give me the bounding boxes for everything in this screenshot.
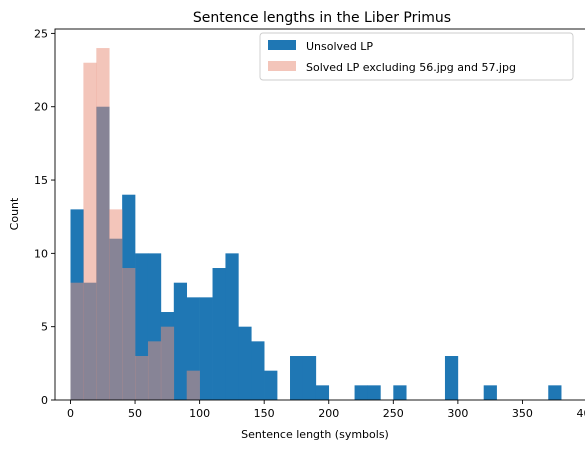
x-tick-label: 300 — [447, 407, 468, 420]
bar-solved-10 — [83, 62, 97, 400]
bar-solved-50 — [135, 356, 149, 400]
chart-title: Sentence lengths in the Liber Primus — [193, 10, 451, 26]
plot-frame — [54, 28, 585, 401]
bar-unsolved-290 — [444, 356, 459, 400]
bar-unsolved-180 — [302, 356, 317, 400]
y-tick-label: 5 — [41, 321, 48, 334]
x-tick-label: 250 — [383, 407, 404, 420]
x-tick-label: 50 — [128, 407, 142, 420]
bar-solved-70 — [160, 326, 175, 400]
y-tick-label: 0 — [41, 394, 48, 407]
bar-unsolved-220 — [354, 385, 368, 400]
bar-solved-0 — [70, 282, 84, 400]
x-tick-label: 150 — [254, 407, 275, 420]
bar-solved-40 — [122, 268, 136, 400]
bar-unsolved-250 — [393, 385, 407, 400]
bar-unsolved-110 — [212, 268, 226, 400]
x-tick-label: 350 — [512, 407, 533, 420]
y-tick-label: 20 — [34, 101, 48, 114]
x-tick-label: 100 — [189, 407, 210, 420]
bar-unsolved-80 — [173, 282, 188, 400]
legend-swatch-unsolved — [268, 40, 296, 50]
bars-layer — [70, 48, 562, 401]
y-tick-label: 15 — [34, 174, 48, 187]
bar-unsolved-190 — [315, 385, 330, 400]
legend: Unsolved LP Solved LP excluding 56.jpg a… — [259, 32, 574, 81]
bar-unsolved-170 — [290, 356, 304, 400]
x-axis-label: Sentence length (symbols) — [241, 428, 389, 441]
legend-label-solved: Solved LP excluding 56.jpg and 57.jpg — [306, 61, 516, 74]
y-tick-label: 10 — [34, 247, 48, 260]
bar-unsolved-140 — [251, 341, 265, 400]
bar-solved-90 — [186, 370, 200, 400]
bar-unsolved-130 — [238, 326, 252, 400]
x-axis-ticks: 0 50 100 150 200 250 300 350 400 — [67, 400, 585, 420]
legend-label-unsolved: Unsolved LP — [306, 40, 373, 53]
y-axis-ticks: 0 5 10 15 20 25 — [34, 27, 55, 407]
y-axis-label: Count — [8, 197, 21, 230]
y-tick-label: 25 — [34, 27, 48, 40]
bar-unsolved-370 — [548, 385, 562, 400]
bar-unsolved-150 — [264, 370, 278, 400]
bar-solved-60 — [147, 341, 162, 400]
x-tick-label: 200 — [318, 407, 339, 420]
bar-unsolved-230 — [367, 385, 381, 400]
x-tick-label: 400 — [577, 407, 585, 420]
bar-unsolved-120 — [225, 253, 239, 400]
bar-unsolved-100 — [199, 297, 213, 400]
x-tick-label: 0 — [67, 407, 74, 420]
bar-solved-20 — [96, 48, 110, 401]
bar-solved-30 — [109, 209, 123, 400]
legend-box — [259, 32, 574, 81]
bar-unsolved-320 — [483, 385, 497, 400]
legend-swatch-solved — [268, 61, 296, 71]
